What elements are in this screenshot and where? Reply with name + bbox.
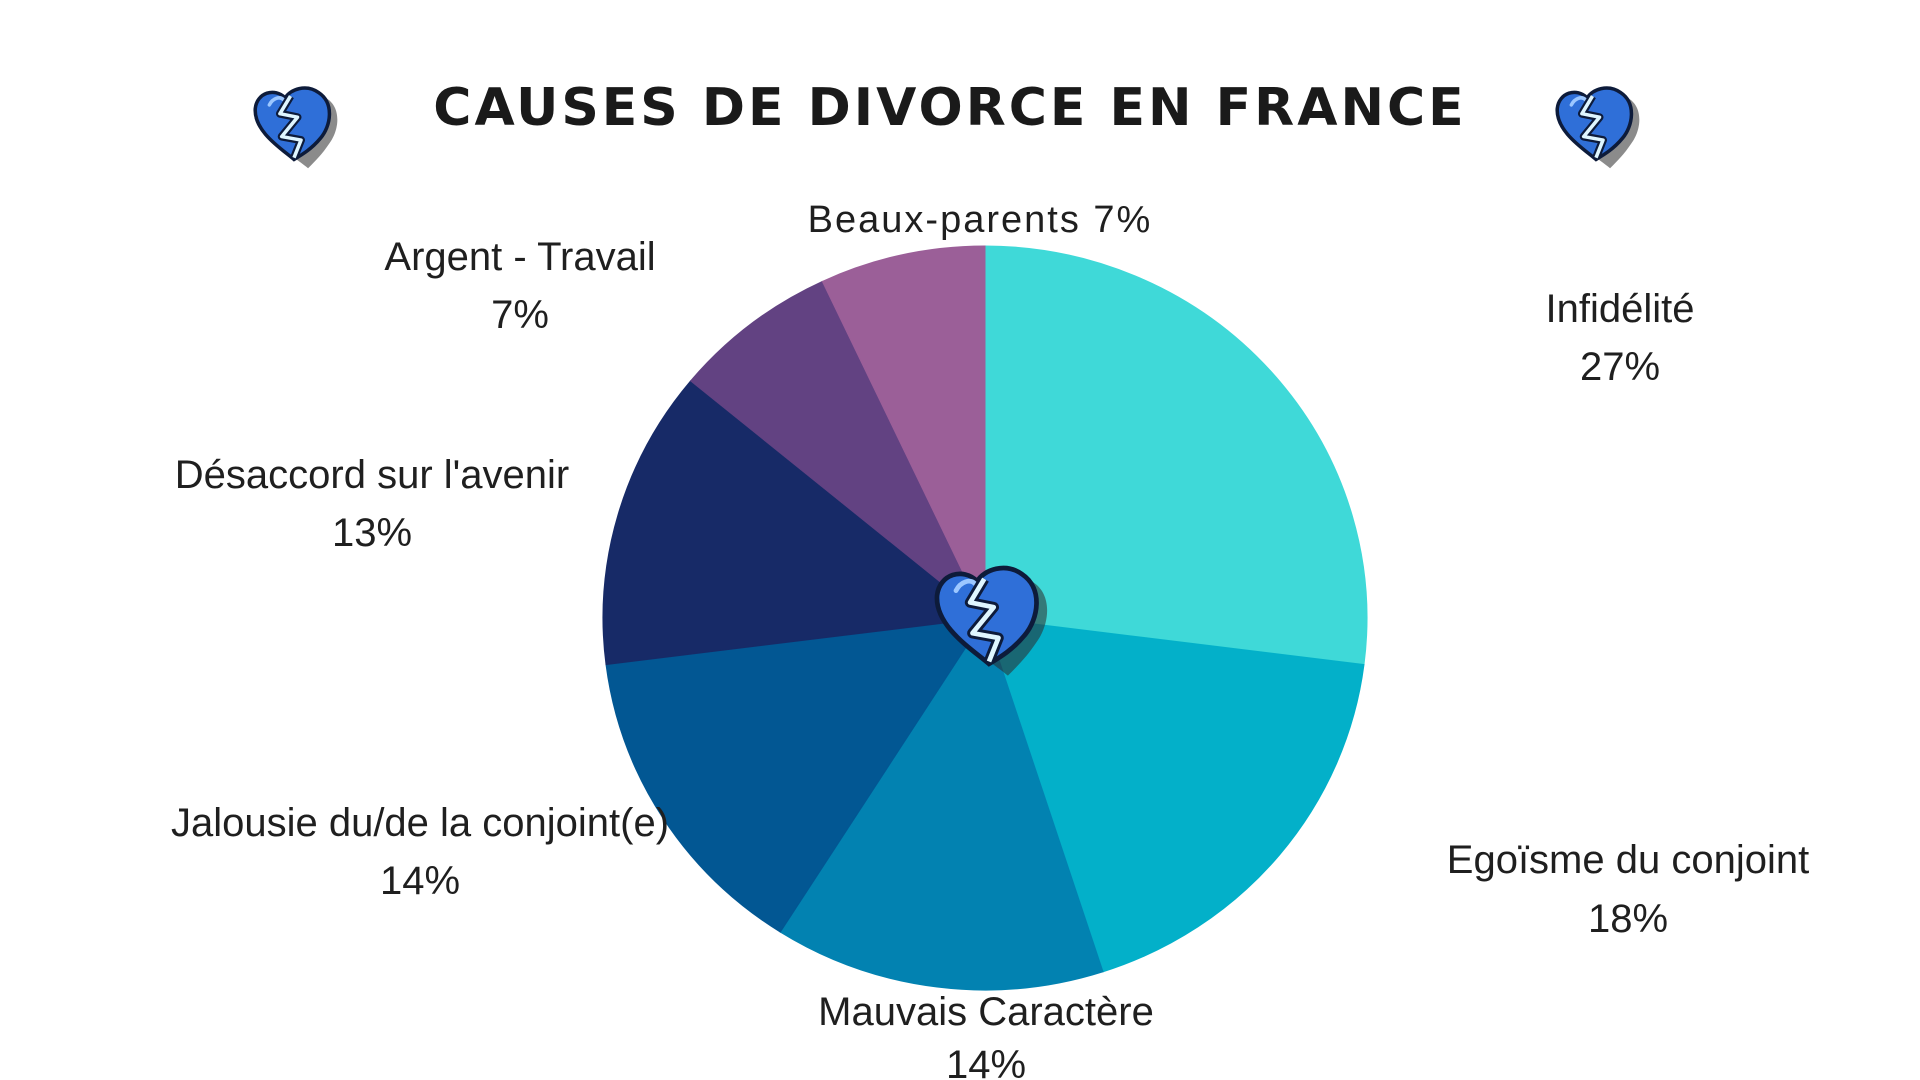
- pie-slice-5: [689, 280, 986, 619]
- label-beaux-parents: Beaux-parents 7%: [808, 199, 1153, 241]
- label-mauvais-caractere-name: Mauvais Caractère: [818, 990, 1154, 1034]
- slice-label-mauvais-caractere: Mauvais Caractère 14%: [818, 990, 1154, 1080]
- pie-slices: [602, 245, 1368, 991]
- chart-title: CAUSES DE DIVORCE EN FRANCE: [433, 78, 1466, 138]
- pie-slice-3: [605, 617, 987, 933]
- slice-label-egoisme: Egoïsme du conjoint 18%: [1447, 838, 1809, 941]
- slice-label-infidelite: Infidélité 27%: [1546, 287, 1695, 389]
- broken-heart-icon: [1557, 88, 1639, 168]
- label-desaccord-name: Désaccord sur l'avenir: [175, 453, 569, 497]
- pie-slice-1: [984, 617, 1365, 973]
- label-mauvais-caractere-value: 14%: [946, 1043, 1026, 1080]
- label-argent-travail-value: 7%: [491, 293, 549, 337]
- slice-label-jalousie: Jalousie du/de la conjoint(e) 14%: [171, 801, 669, 903]
- slice-label-argent-travail: Argent - Travail 7%: [384, 235, 655, 337]
- pie-slice-6: [821, 245, 986, 619]
- label-argent-travail-name: Argent - Travail: [384, 235, 655, 279]
- label-desaccord-value: 13%: [332, 511, 412, 555]
- pie-slice-4: [602, 380, 987, 666]
- broken-heart-icon: [255, 88, 337, 168]
- label-infidelite-value: 27%: [1580, 345, 1660, 389]
- label-jalousie-name: Jalousie du/de la conjoint(e): [171, 801, 669, 845]
- label-egoisme-name: Egoïsme du conjoint: [1447, 838, 1809, 882]
- slice-label-desaccord: Désaccord sur l'avenir 13%: [175, 453, 569, 555]
- label-egoisme-value: 18%: [1588, 897, 1668, 941]
- pie-slice-0: [984, 245, 1368, 666]
- pie-slice-2: [779, 616, 1104, 991]
- label-infidelite-name: Infidélité: [1546, 287, 1695, 331]
- label-jalousie-value: 14%: [380, 859, 460, 903]
